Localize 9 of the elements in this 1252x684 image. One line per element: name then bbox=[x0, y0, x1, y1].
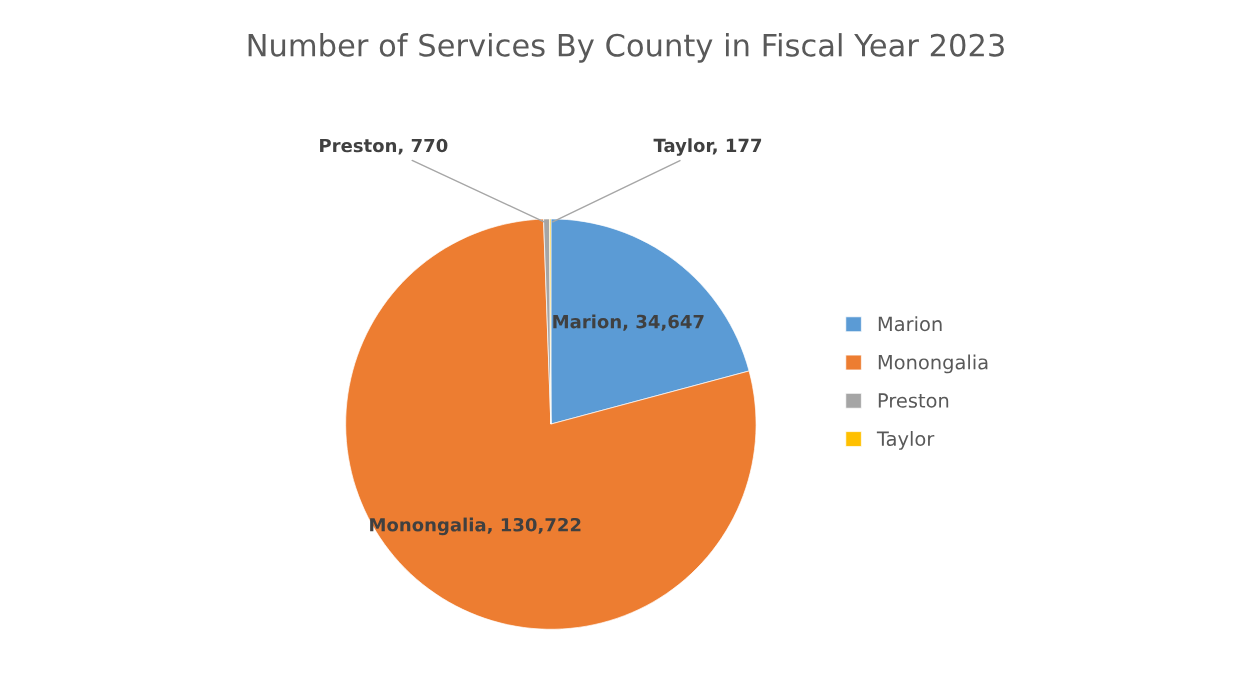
data-label: Marion, 34,647 bbox=[553, 314, 704, 331]
legend-label: Monongalia bbox=[878, 354, 988, 374]
data-label: Taylor, 177 bbox=[653, 138, 762, 156]
legend-label: Preston bbox=[878, 393, 949, 408]
data-label: Preston, 770 bbox=[320, 138, 448, 155]
pie-slice bbox=[345, 218, 757, 630]
chart-title: Number of Services By County in Fiscal Year 2023 bbox=[248, 33, 1004, 63]
legend-label: Taylor bbox=[876, 431, 935, 450]
legend-label: Marion bbox=[878, 316, 942, 332]
